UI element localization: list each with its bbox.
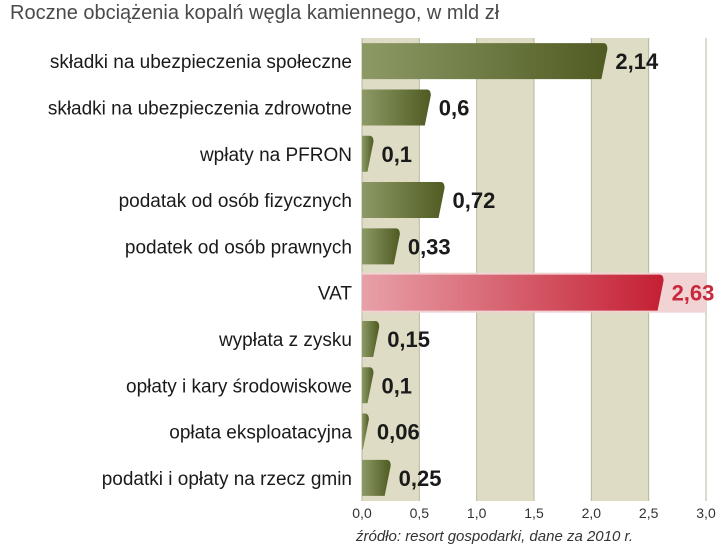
category-label: podatak od osób fizycznych [119, 191, 352, 212]
x-tick-label: 1,5 [524, 505, 544, 521]
category-label: składki na ubezpieczenia zdrowotne [48, 98, 352, 119]
chart-title: Roczne obciążenia kopalń węgla kamienneg… [10, 2, 500, 24]
category-label: VAT [318, 284, 353, 305]
value-label: 0,1 [381, 373, 412, 398]
bar [362, 413, 369, 450]
bar [362, 274, 664, 311]
category-label: składki na ubezpieczenia społeczne [50, 52, 352, 73]
bar [362, 320, 380, 357]
category-label: wpłaty na PFRON [199, 145, 352, 166]
x-tick-label: 2,0 [582, 505, 602, 521]
value-label: 0,25 [399, 466, 442, 491]
bar [362, 135, 374, 172]
bar [362, 228, 400, 265]
value-label: 0,15 [387, 327, 430, 352]
value-label: 0,72 [453, 188, 496, 213]
bar [362, 89, 431, 126]
category-label: opłaty i kary środowiskowe [126, 376, 352, 397]
value-label: 0,06 [377, 420, 420, 445]
x-tick-label: 3,0 [696, 505, 716, 521]
bar [362, 182, 445, 219]
category-label: opłata eksploatacyjna [169, 423, 352, 444]
category-label: podatek od osób prawnych [125, 237, 352, 258]
bar [362, 459, 391, 496]
category-label: podatki i opłaty na rzecz gmin [102, 469, 352, 490]
bar [362, 43, 608, 80]
value-label: 2,14 [615, 49, 659, 74]
x-tick-label: 1,0 [467, 505, 487, 521]
value-label: 0,1 [381, 142, 412, 167]
value-label: 0,33 [408, 234, 451, 259]
category-label: wypłata z zysku [218, 330, 352, 351]
grid-band [591, 38, 649, 501]
value-label: 0,6 [439, 95, 470, 120]
value-label: 2,63 [672, 281, 715, 306]
bar [362, 367, 374, 404]
x-tick-label: 0,5 [410, 505, 430, 521]
x-tick-label: 0,0 [352, 505, 372, 521]
grid-band [476, 38, 534, 501]
source-note: źródło: resort gospodarki, dane za 2010 … [356, 528, 634, 545]
x-tick-label: 2,5 [639, 505, 659, 521]
